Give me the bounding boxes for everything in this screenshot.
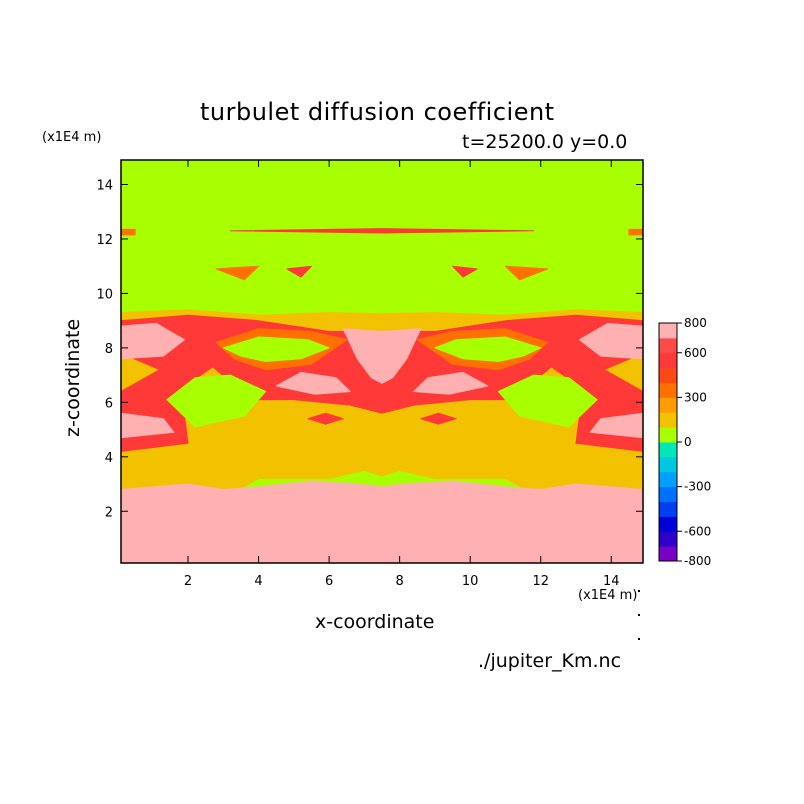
z-tick-label: 8 xyxy=(105,342,113,357)
contour-regions xyxy=(121,228,643,563)
x-tick-label: 10 xyxy=(462,574,479,589)
contour-region xyxy=(121,228,136,236)
x-tick-label: 6 xyxy=(325,574,333,589)
contour-region xyxy=(452,265,478,278)
colorbar-swatch xyxy=(659,531,677,547)
colorbar: 800 600 300 0 -300 -600 -800 xyxy=(658,316,711,568)
colorbar-label: 300 xyxy=(684,390,707,404)
x-axis-unit: (x1E4 m) xyxy=(578,588,638,603)
colorbar-swatch xyxy=(659,397,677,413)
colorbar-label: 0 xyxy=(684,435,692,449)
z-tick-label: 2 xyxy=(105,505,113,520)
contour-region xyxy=(579,322,643,360)
colorbar-swatch xyxy=(659,516,677,532)
contour-region xyxy=(121,412,175,439)
x-axis-label: x-coordinate xyxy=(315,611,435,633)
contour-region xyxy=(628,228,643,236)
contour-region xyxy=(307,412,344,425)
colorbar-swatch xyxy=(659,501,677,517)
marker-dot xyxy=(638,590,640,592)
z-tick-label: 14 xyxy=(96,179,113,194)
z-axis: 2 4 6 8 10 12 14 xyxy=(96,179,643,520)
colorbar-label: 600 xyxy=(684,346,707,360)
x-tick-label: 2 xyxy=(184,574,192,589)
colorbar-swatch xyxy=(659,382,677,398)
contour-region xyxy=(504,265,549,281)
x-tick-label: 8 xyxy=(395,574,403,589)
z-axis-unit: (x1E4 m) xyxy=(42,130,102,145)
x-tick-label: 12 xyxy=(532,574,549,589)
z-tick-label: 12 xyxy=(96,233,113,248)
plot-frame xyxy=(120,159,644,564)
contour-region xyxy=(152,521,175,537)
source-filename: ./jupiter_Km.nc xyxy=(478,650,622,672)
z-tick-label: 6 xyxy=(105,396,113,411)
contour-region xyxy=(497,374,598,428)
contour-region xyxy=(420,412,457,425)
x-tick-label: 4 xyxy=(254,574,262,589)
colorbar-swatch xyxy=(659,427,677,443)
contour-region xyxy=(229,228,535,234)
colorbar-label: 800 xyxy=(684,316,707,330)
x-axis: 2 4 6 8 10 12 14 xyxy=(184,160,620,589)
contour-region xyxy=(215,265,260,281)
colorbar-label: -600 xyxy=(684,524,711,538)
contour-region xyxy=(254,529,281,548)
colorbar-swatch xyxy=(659,323,677,339)
colorbar-label: -300 xyxy=(684,480,711,494)
contour-region xyxy=(124,553,168,563)
colorbar-swatch xyxy=(659,352,677,369)
colorbar-swatch xyxy=(659,456,677,473)
contour-region xyxy=(166,374,267,428)
colorbar-swatch xyxy=(659,471,677,488)
contour-region xyxy=(342,328,422,384)
contour-region xyxy=(596,553,640,563)
colorbar-swatch xyxy=(659,337,677,354)
contour-region xyxy=(402,505,429,520)
z-tick-label: 10 xyxy=(96,287,113,302)
contour-region xyxy=(413,371,489,395)
contour-region xyxy=(275,371,351,395)
colorbar-swatch xyxy=(659,367,677,383)
contour-region xyxy=(483,529,510,548)
x-tick-label: 14 xyxy=(603,574,620,589)
contour-region xyxy=(589,412,643,439)
z-tick-label: 4 xyxy=(105,451,113,466)
contour-region xyxy=(335,505,362,520)
colorbar-swatch xyxy=(659,486,677,502)
contour-region xyxy=(589,521,612,537)
contour-region xyxy=(222,336,330,362)
colorbar-swatch xyxy=(659,442,677,458)
contour-region xyxy=(121,486,643,563)
contour-region xyxy=(286,265,312,278)
colorbar-label: -800 xyxy=(684,554,711,568)
marker-dot xyxy=(638,638,640,640)
chart-title: turbulet diffusion coefficient xyxy=(200,98,555,126)
colorbar-swatch xyxy=(659,412,677,428)
contour-region xyxy=(121,322,185,360)
z-axis-label: z-coordinate xyxy=(62,318,84,437)
colorbar-swatch xyxy=(659,546,677,562)
contour-region xyxy=(434,336,542,362)
chart-subtitle: t=25200.0 y=0.0 xyxy=(462,131,628,153)
marker-dot xyxy=(638,614,640,616)
